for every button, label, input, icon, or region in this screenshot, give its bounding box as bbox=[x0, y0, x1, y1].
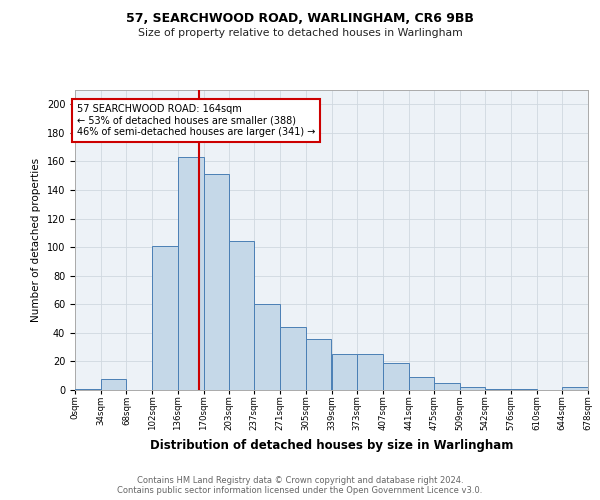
Text: 57 SEARCHWOOD ROAD: 164sqm
← 53% of detached houses are smaller (388)
46% of sem: 57 SEARCHWOOD ROAD: 164sqm ← 53% of deta… bbox=[77, 104, 315, 138]
Bar bbox=[383, 363, 409, 390]
Bar bbox=[409, 377, 434, 390]
Y-axis label: Number of detached properties: Number of detached properties bbox=[31, 158, 41, 322]
Bar bbox=[331, 354, 357, 390]
Bar bbox=[229, 242, 254, 390]
Bar bbox=[203, 174, 229, 390]
Text: Contains HM Land Registry data © Crown copyright and database right 2024.: Contains HM Land Registry data © Crown c… bbox=[137, 476, 463, 485]
Bar bbox=[152, 246, 178, 390]
Text: 57, SEARCHWOOD ROAD, WARLINGHAM, CR6 9BB: 57, SEARCHWOOD ROAD, WARLINGHAM, CR6 9BB bbox=[126, 12, 474, 26]
Bar bbox=[101, 378, 127, 390]
Bar bbox=[254, 304, 280, 390]
Bar bbox=[562, 387, 588, 390]
Bar bbox=[75, 388, 101, 390]
Text: Contains public sector information licensed under the Open Government Licence v3: Contains public sector information licen… bbox=[118, 486, 482, 495]
Bar bbox=[178, 157, 203, 390]
Bar bbox=[460, 387, 485, 390]
Text: Size of property relative to detached houses in Warlingham: Size of property relative to detached ho… bbox=[137, 28, 463, 38]
Bar bbox=[280, 327, 306, 390]
X-axis label: Distribution of detached houses by size in Warlingham: Distribution of detached houses by size … bbox=[150, 439, 513, 452]
Bar bbox=[485, 388, 511, 390]
Bar bbox=[357, 354, 383, 390]
Bar bbox=[306, 338, 331, 390]
Bar bbox=[434, 383, 460, 390]
Bar bbox=[511, 388, 536, 390]
